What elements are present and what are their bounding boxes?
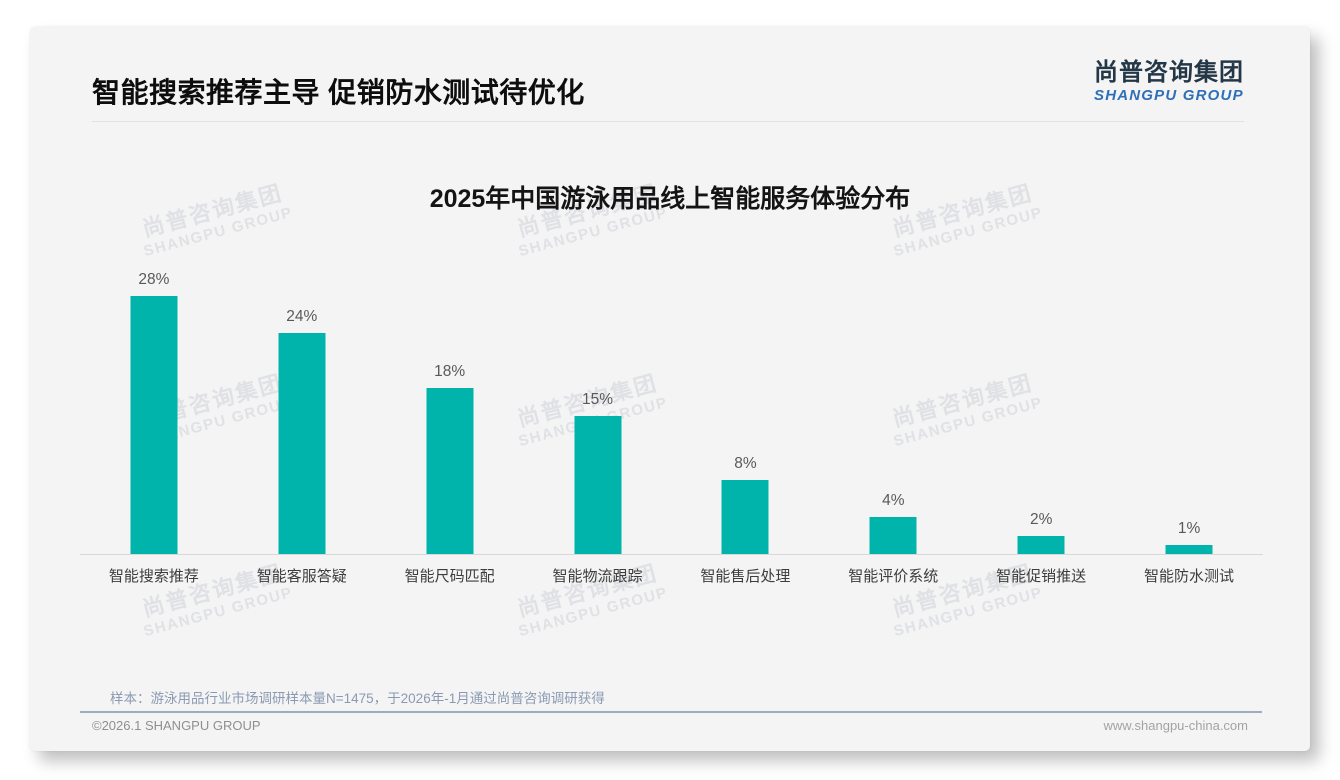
page-title: 智能搜索推荐主导 促销防水测试待优化 <box>92 77 585 108</box>
bar-column: 28% <box>80 217 228 554</box>
bar-column: 2% <box>967 217 1115 554</box>
category-label: 智能评价系统 <box>848 568 939 585</box>
watermark-text-cn: 尚普咨询集团 <box>514 560 661 622</box>
logo-text-en: SHANGPU GROUP <box>1094 87 1244 104</box>
bar-value-label: 18% <box>434 363 466 381</box>
watermark: 尚普咨询集团 SHANGPU GROUP <box>853 550 1077 649</box>
watermark: 尚普咨询集团 SHANGPU GROUP <box>478 550 702 649</box>
slide-card: 尚普咨询集团 SHANGPU GROUP 尚普咨询集团 SHANGPU GROUP 尚普… <box>30 27 1310 751</box>
plot-area: 28% 24% 18% 15% 8% 4% 2% 1% <box>80 217 1263 555</box>
category-label: 智能防水测试 <box>1144 568 1235 585</box>
bar <box>130 296 178 554</box>
bar <box>574 416 622 554</box>
bar <box>278 333 326 554</box>
bar-value-label: 24% <box>286 308 318 326</box>
bar-column: 1% <box>1115 217 1263 554</box>
category-label: 智能售后处理 <box>700 568 791 585</box>
category-label: 智能尺码匹配 <box>404 568 495 585</box>
bar-value-label: 4% <box>882 492 905 510</box>
watermark: 尚普咨询集团 SHANGPU GROUP <box>103 550 327 649</box>
bar-column: 15% <box>524 217 672 554</box>
bar-column: 4% <box>819 217 967 554</box>
bar-column: 8% <box>672 217 820 554</box>
website-url: www.shangpu-china.com <box>1103 718 1248 733</box>
sample-footnote: 样本：游泳用品行业市场调研样本量N=1475，于2026年-1月通过尚普咨询调研… <box>110 691 605 706</box>
chart-title: 2025年中国游泳用品线上智能服务体验分布 <box>429 185 911 213</box>
footer-divider <box>80 711 1262 713</box>
bar-value-label: 2% <box>1029 510 1053 528</box>
bar-column: 18% <box>376 217 524 554</box>
bar-value-label: 8% <box>734 455 757 473</box>
company-logo: 尚普咨询集团 SHANGPU GROUP <box>1094 59 1244 105</box>
category-label: 智能促销推送 <box>996 568 1087 585</box>
watermark-text-cn: 尚普咨询集团 <box>889 560 1036 622</box>
bar-column: 24% <box>228 217 376 554</box>
category-axis: 智能搜索推荐 智能客服答疑 智能尺码匹配 智能物流跟踪 智能售后处理 智能评价系统 智能促销… <box>80 567 1263 587</box>
bar <box>426 388 474 554</box>
bar <box>721 480 769 554</box>
category-label: 智能客服答疑 <box>256 568 347 585</box>
bar <box>1165 544 1213 554</box>
logo-text-cn: 尚普咨询集团 <box>1094 59 1244 86</box>
category-label: 智能物流跟踪 <box>552 568 643 585</box>
bar <box>869 517 917 554</box>
watermark-text-cn: 尚普咨询集团 <box>139 560 286 622</box>
copyright-text: ©2026.1 SHANGPU GROUP <box>92 718 261 733</box>
category-label: 智能搜索推荐 <box>108 568 199 585</box>
header-divider <box>92 121 1244 122</box>
bar-value-label: 28% <box>138 271 170 289</box>
bar <box>1017 535 1065 554</box>
bar-value-label: 15% <box>582 391 614 408</box>
bar-value-label: 1% <box>1177 519 1201 537</box>
